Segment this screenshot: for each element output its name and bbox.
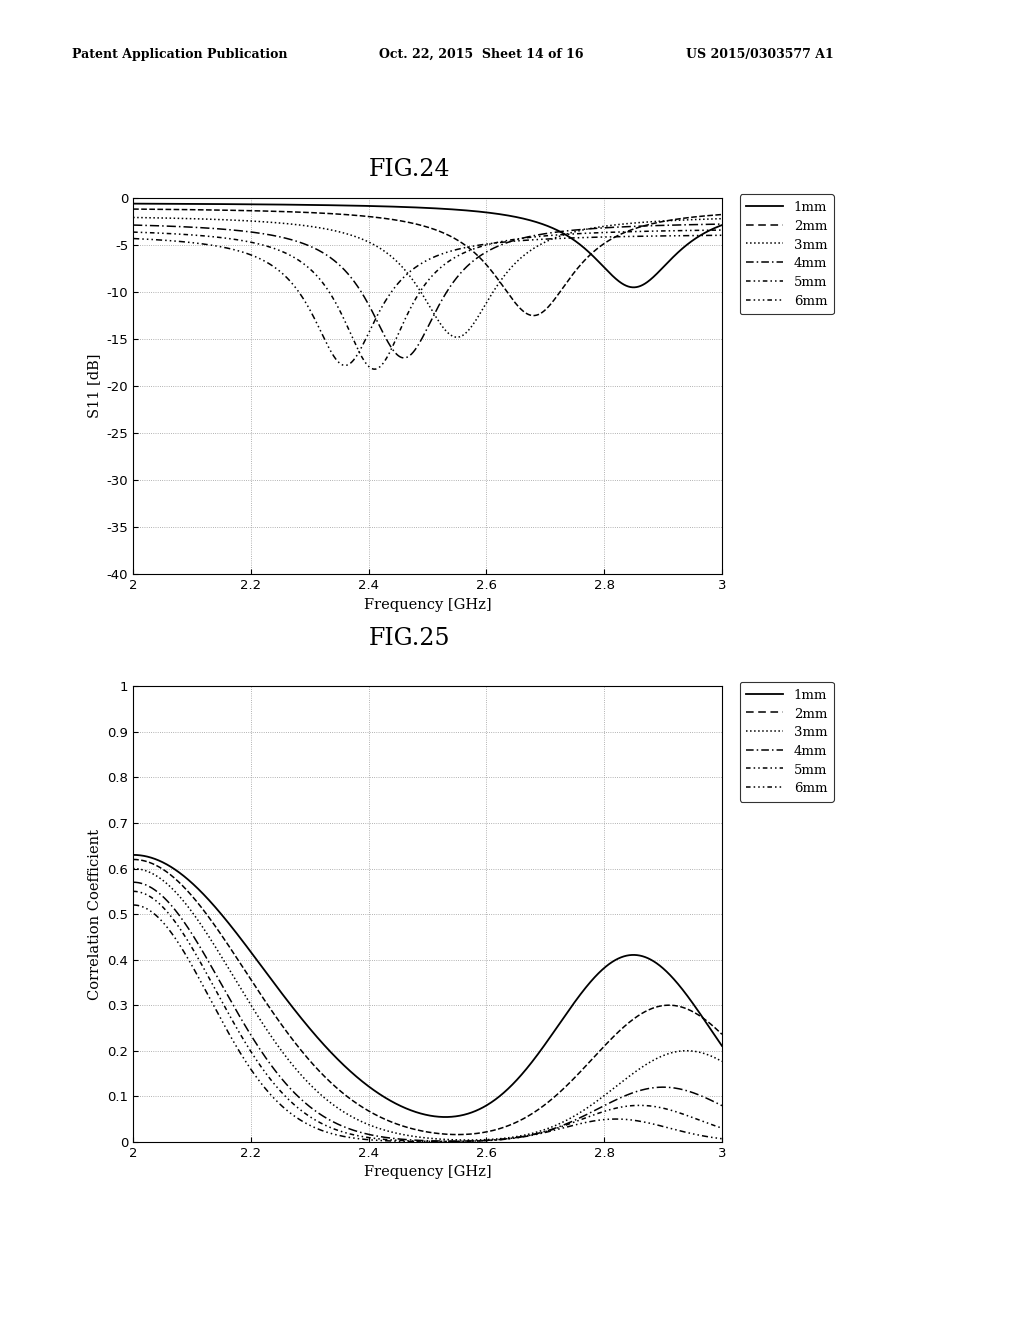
Y-axis label: Correlation Coefficient: Correlation Coefficient [88,829,101,999]
Legend: 1mm, 2mm, 3mm, 4mm, 5mm, 6mm: 1mm, 2mm, 3mm, 4mm, 5mm, 6mm [739,682,834,803]
Text: Oct. 22, 2015  Sheet 14 of 16: Oct. 22, 2015 Sheet 14 of 16 [379,48,584,61]
Y-axis label: S11 [dB]: S11 [dB] [87,354,101,418]
Legend: 1mm, 2mm, 3mm, 4mm, 5mm, 6mm: 1mm, 2mm, 3mm, 4mm, 5mm, 6mm [739,194,834,314]
X-axis label: Frequency [GHz]: Frequency [GHz] [364,598,492,611]
Text: FIG.24: FIG.24 [369,158,451,181]
Text: Patent Application Publication: Patent Application Publication [72,48,287,61]
X-axis label: Frequency [GHz]: Frequency [GHz] [364,1166,492,1179]
Text: FIG.25: FIG.25 [369,627,451,649]
Text: US 2015/0303577 A1: US 2015/0303577 A1 [686,48,834,61]
